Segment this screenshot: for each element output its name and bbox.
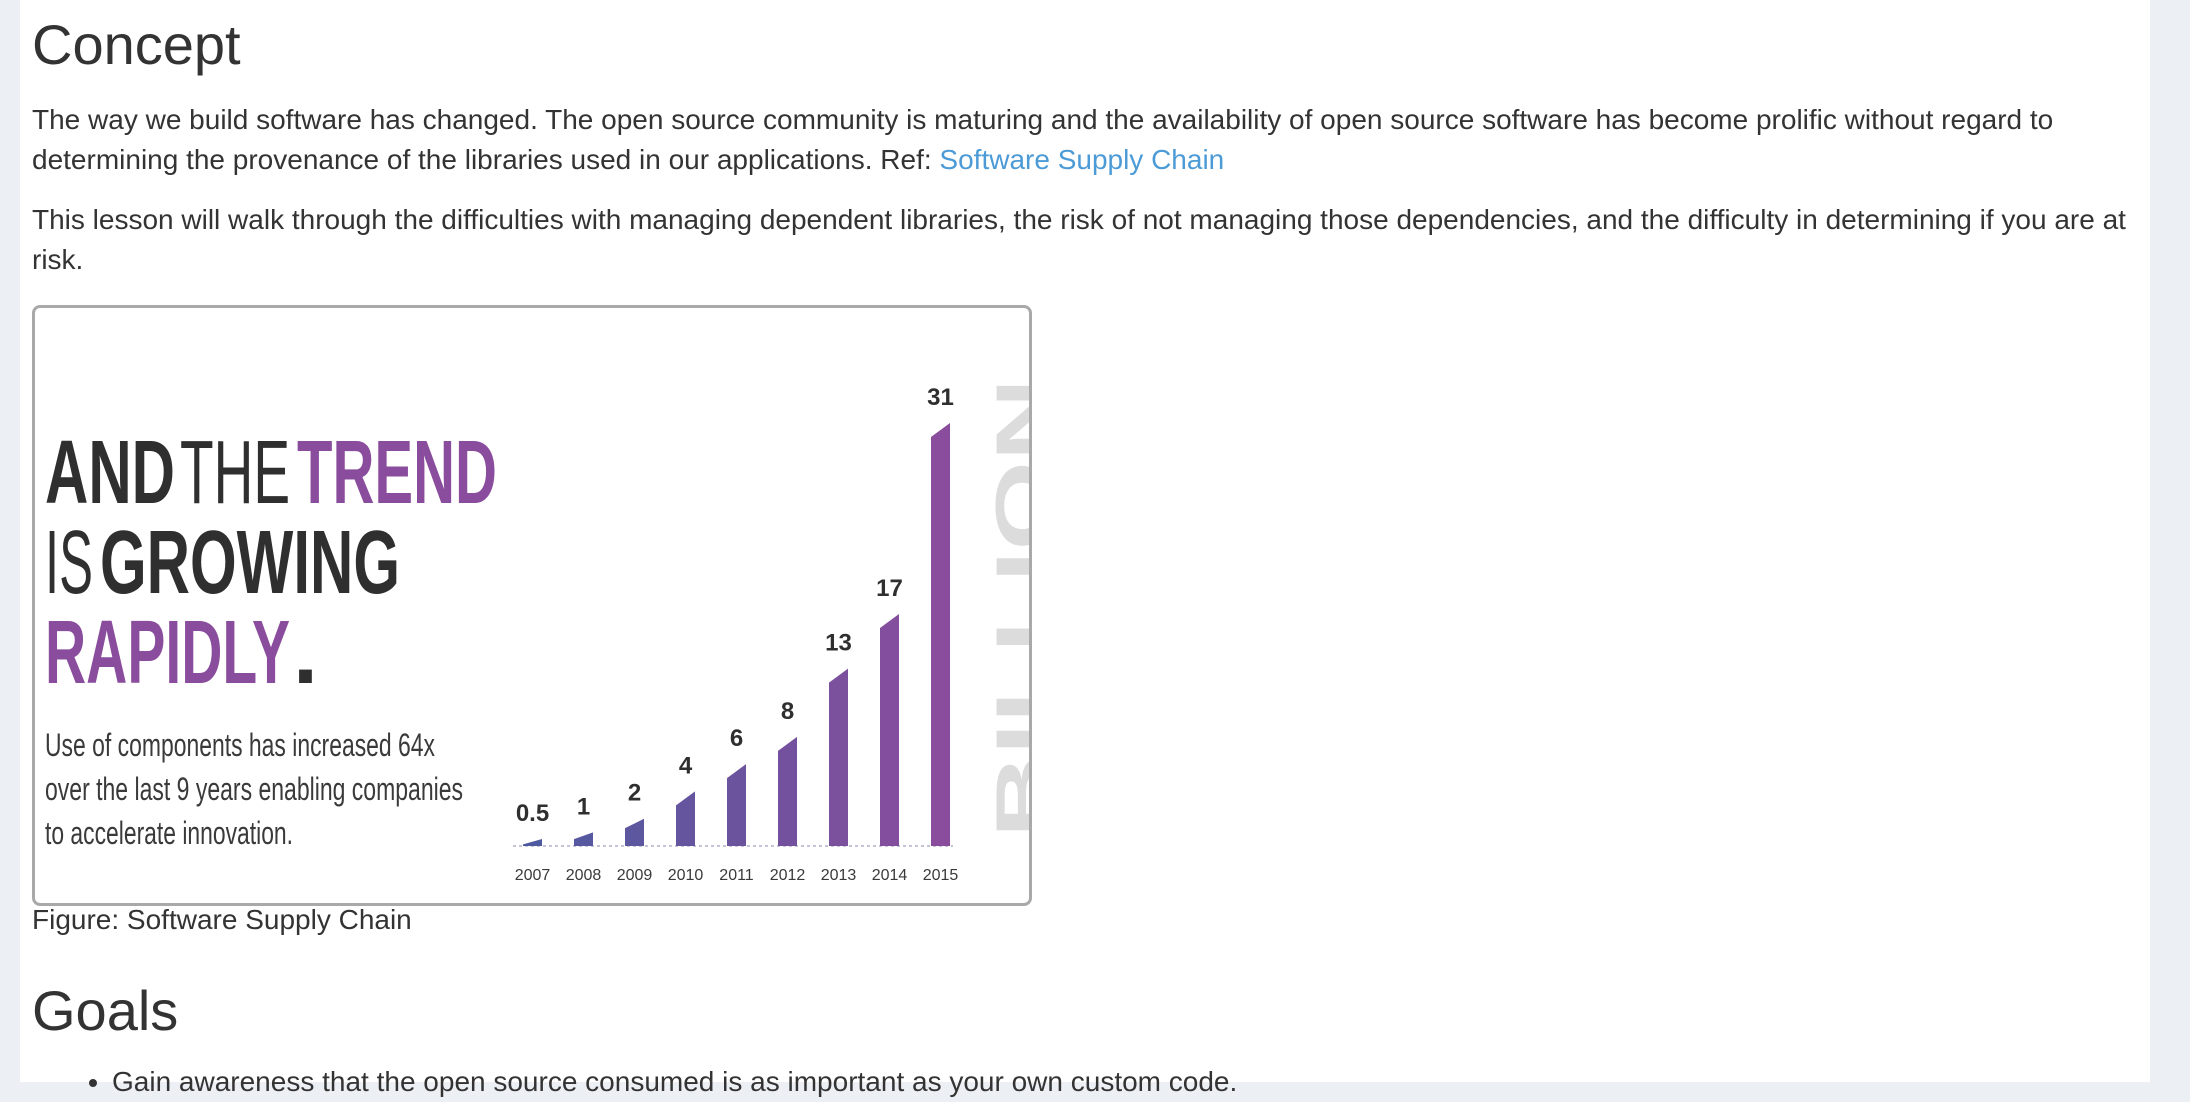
goal-item: Gain awareness that the open source cons… [112,1062,1237,1102]
bar-2015 [931,423,950,846]
software-supply-chain-figure: AND THE TREND IS GROWING RAPIDLY . Use o… [32,305,1032,906]
subtext-line-3: to accelerate innovation. [45,815,293,851]
goals-list: Gain awareness that the open source cons… [112,1062,1237,1102]
subtext-line-1: Use of components has increased 64x [45,727,435,763]
bar-2011 [727,764,746,846]
year-label-2009: 2009 [617,867,653,884]
figure-caption: Figure: Software Supply Chain [32,904,412,935]
value-label-2015: 31 [927,384,954,411]
value-label-2008: 1 [577,793,590,820]
value-label-2011: 6 [730,725,743,752]
trend-infographic: AND THE TREND IS GROWING RAPIDLY . Use o… [45,378,1029,884]
concept-paragraph-1-text: The way we build software has changed. T… [32,104,2054,175]
year-label-2012: 2012 [770,867,806,884]
bar-2007 [523,839,542,846]
value-label-2014: 17 [876,575,903,602]
year-label-2014: 2014 [872,867,908,884]
bar-2014 [880,614,899,846]
chart-bars: 0.5 2007 1 2008 2 2009 4 2010 6 2011 8 2012 13 2013 17… [515,384,959,884]
headline-and: AND [45,423,175,523]
headline-rapidly: RAPIDLY [45,603,290,703]
headline-trend: TREND [297,423,497,523]
value-label-2010: 4 [679,752,693,779]
year-label-2011: 2011 [719,867,754,884]
value-label-2007: 0.5 [516,800,549,827]
value-label-2013: 13 [825,630,852,657]
bar-2009 [625,818,644,846]
concept-paragraph-1: The way we build software has changed. T… [32,100,2142,180]
concept-heading: Concept [32,13,241,76]
value-label-2009: 2 [628,780,641,807]
value-label-2012: 8 [781,698,794,725]
software-supply-chain-link[interactable]: Software Supply Chain [939,144,1225,175]
goals-heading: Goals [32,979,179,1042]
year-label-2007: 2007 [515,867,551,884]
headline-is: IS [45,513,93,613]
bar-2010 [676,791,695,846]
billion-unit-label: BILLION [981,378,1029,838]
year-label-2013: 2013 [821,867,857,884]
headline-period: . [293,603,318,703]
year-label-2008: 2008 [566,867,602,884]
bar-2008 [574,832,593,846]
subtext-line-2: over the last 9 years enabling companies [45,771,463,807]
bar-2012 [778,736,797,846]
headline-growing: GROWING [100,513,400,613]
year-label-2015: 2015 [923,867,959,884]
bar-2013 [829,668,848,846]
year-label-2010: 2010 [668,867,704,884]
lesson-page: Concept The way we build software has ch… [20,0,2150,1097]
headline-the: THE [180,423,290,523]
concept-paragraph-2: This lesson will walk through the diffic… [32,204,2126,275]
